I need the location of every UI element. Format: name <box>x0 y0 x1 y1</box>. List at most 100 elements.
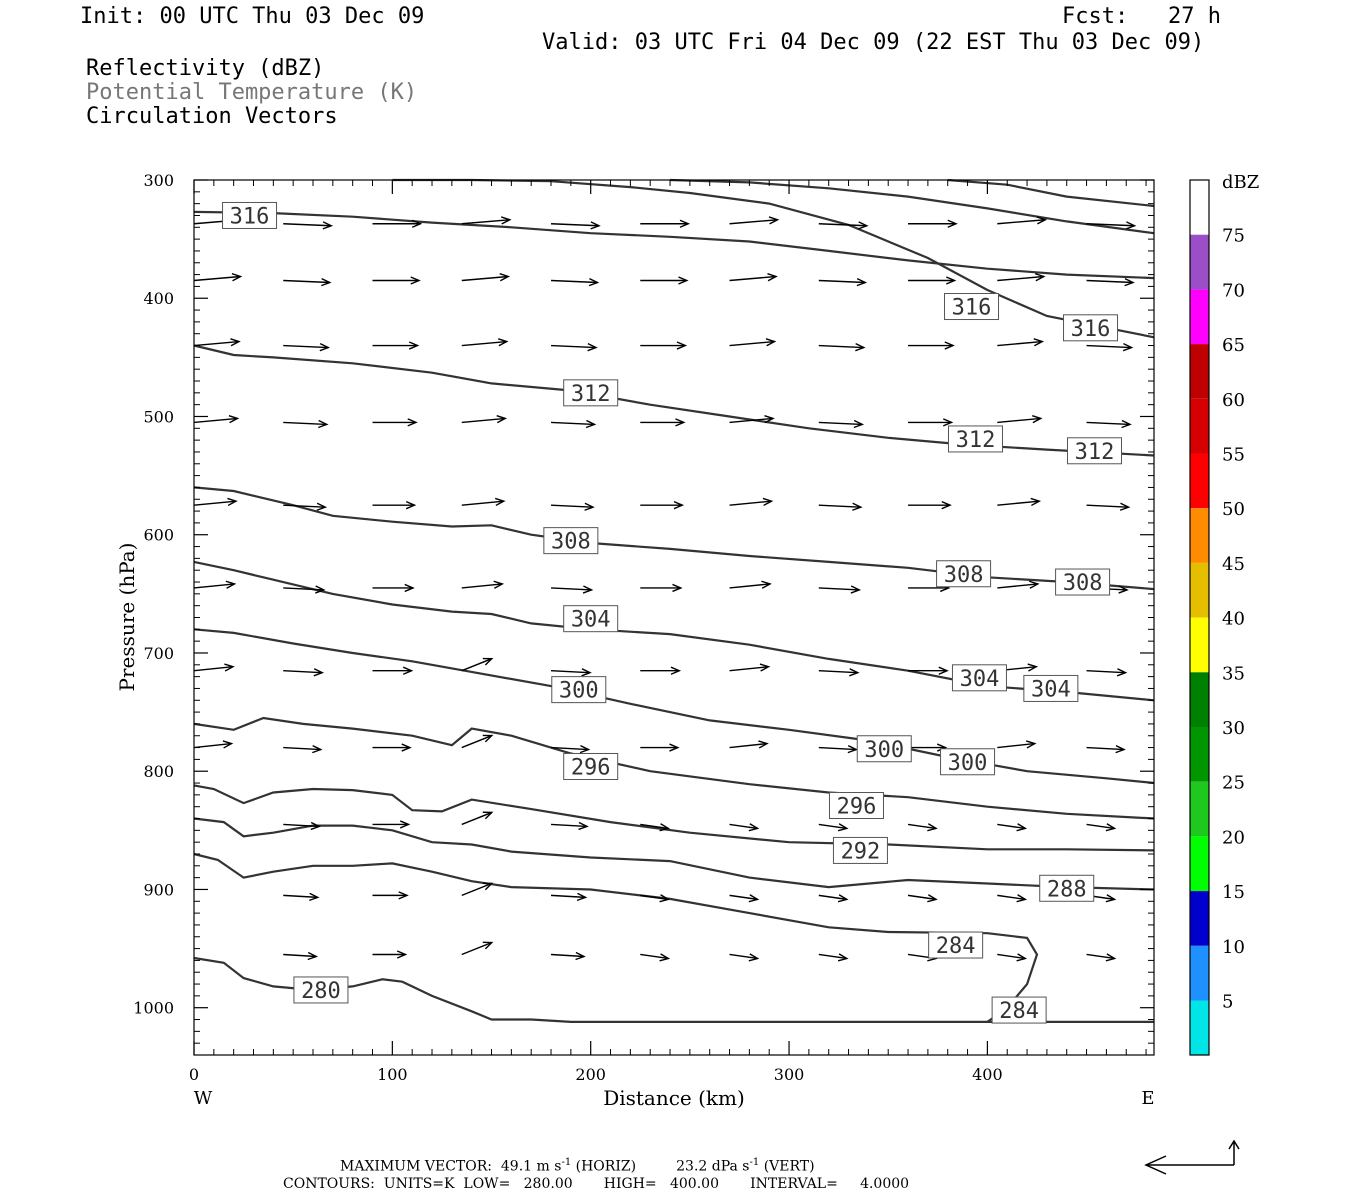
circulation-vector-arrow <box>372 219 423 228</box>
x-axis: 0 100 200 300 400 <box>189 180 1147 1084</box>
circulation-vector-arrow <box>997 216 1048 225</box>
horiz-value: 49.1 m s <box>500 1158 562 1175</box>
circulation-vector-arrow <box>818 502 863 511</box>
circulation-vector-arrow <box>640 341 688 350</box>
circulation-vector-arrow <box>640 823 671 832</box>
circulation-vector-arrow <box>640 666 682 675</box>
colorbar-segment <box>1190 180 1209 235</box>
contour-label: 284 <box>928 931 984 959</box>
circulation-vector-arrow <box>550 343 598 352</box>
circulation-vector-arrow <box>461 216 512 225</box>
circulation-vector-arrow <box>372 501 417 510</box>
circulation-vector-arrow <box>1086 668 1128 677</box>
circulation-vector-arrow <box>818 953 849 962</box>
vert-value: 23.2 dPa s <box>676 1158 750 1175</box>
contour-label: 304 <box>563 605 619 633</box>
theta-contour-line <box>193 628 1155 785</box>
y-tick-label: 800 <box>143 762 174 781</box>
contour-label: 300 <box>551 676 607 704</box>
x-tick-label: 300 <box>774 1065 805 1084</box>
colorbar-segment <box>1190 1000 1209 1056</box>
circulation-vector-arrow <box>461 497 506 507</box>
contour-label: 284 <box>991 996 1047 1024</box>
contour-label-text: 312 <box>956 428 996 453</box>
circulation-vector-arrow <box>997 273 1046 282</box>
circulation-vector-arrow <box>729 415 775 424</box>
circulation-vector-arrow <box>729 497 774 507</box>
theta-contour-line <box>193 784 1155 852</box>
circulation-vector-arrow <box>640 418 686 427</box>
circulation-vector-arrow <box>640 953 671 962</box>
circulation-vector-arrow <box>1086 823 1117 832</box>
contour-label: 300 <box>856 735 912 763</box>
circulation-vector-arrow <box>550 278 600 287</box>
circulation-vector-arrow <box>997 953 1028 962</box>
max-vector-label: MAXIMUM VECTOR: <box>340 1158 492 1175</box>
colorbar-segment <box>1190 508 1209 563</box>
circulation-vector-arrow <box>640 583 683 593</box>
colorbar-level-label: 50 <box>1222 499 1245 520</box>
contour-label-text: 316 <box>230 204 270 229</box>
colorbar-segment <box>1190 289 1209 345</box>
colorbar-level-label: 25 <box>1222 773 1245 794</box>
colorbar-level-label: 35 <box>1222 663 1245 684</box>
circulation-vector-arrow <box>550 744 591 754</box>
colorbar-segment <box>1190 234 1209 290</box>
circulation-vector-arrow <box>818 668 860 677</box>
circulation-vector-arrow <box>640 894 671 903</box>
contour-label-text: 280 <box>301 979 341 1004</box>
colorbar-level-label: 10 <box>1222 937 1245 958</box>
circulation-vector-arrow <box>372 666 414 675</box>
contour-label: 312 <box>1066 437 1122 465</box>
theta-contour-line <box>392 178 1155 339</box>
circulation-vector-arrow <box>818 894 849 903</box>
circulation-vector-arrow <box>193 663 235 672</box>
colorbar-segment <box>1190 945 1209 1001</box>
contour-label-text: 304 <box>1031 677 1071 702</box>
theta-contour-line <box>193 817 1155 891</box>
circulation-vector-arrow <box>550 892 588 902</box>
contour-label-text: 284 <box>999 999 1039 1024</box>
x-tick-label: 100 <box>377 1065 408 1084</box>
colorbar-level-label: 20 <box>1222 827 1245 848</box>
circulation-vector-arrow <box>1086 278 1135 287</box>
contour-label-text: 296 <box>571 755 611 780</box>
contour-label: 292 <box>832 836 888 864</box>
circulation-vector-arrow <box>729 894 760 903</box>
y-axis-title: Pressure (hPa) <box>115 543 139 692</box>
colorbar-level-label: 75 <box>1222 226 1245 247</box>
field-label-potential-temperature: Potential Temperature (K) <box>86 80 418 105</box>
y-tick-label: 500 <box>143 407 174 426</box>
circulation-vector-arrow <box>372 341 420 350</box>
circulation-vector-arrow <box>372 891 409 900</box>
circulation-vector-arrow <box>908 743 948 752</box>
colorbar-level-label: 40 <box>1222 609 1245 630</box>
contour-label-text: 312 <box>1075 440 1115 465</box>
theta-contour-line <box>193 560 1155 702</box>
theta-contour-line <box>193 344 1155 457</box>
circulation-vector-arrow <box>729 823 760 832</box>
circulation-vector-arrow <box>908 418 954 427</box>
circulation-vector-arrow <box>1086 343 1134 352</box>
contour-label-text: 300 <box>864 738 904 763</box>
circulation-vector-arrow <box>550 419 597 429</box>
field-label-reflectivity: Reflectivity (dBZ) <box>86 56 325 81</box>
contour-label: 280 <box>293 976 349 1004</box>
contour-label: 316 <box>1063 314 1119 342</box>
theta-contour-line <box>193 716 1155 820</box>
circulation-vector-arrow <box>372 743 412 752</box>
theta-contour-line <box>193 210 1155 280</box>
contour-label-text: 284 <box>936 934 976 959</box>
contour-label-text: 304 <box>571 608 611 633</box>
contour-label-text: 288 <box>1047 877 1087 902</box>
circulation-vector-arrow <box>729 953 760 962</box>
circulation-vector-arrow <box>997 415 1043 424</box>
circulation-vector-arrow <box>997 823 1028 832</box>
circulation-vector-arrow <box>461 734 494 749</box>
colorbar-level-label: 55 <box>1222 445 1245 466</box>
valid-time: Valid: 03 UTC Fri 04 Dec 09 (22 EST Thu … <box>542 30 1205 55</box>
contour-label-text: 292 <box>841 839 881 864</box>
colorbar-level-label: 60 <box>1222 390 1245 411</box>
circulation-vector-arrow <box>729 663 771 672</box>
y-tick-label: 900 <box>143 880 174 899</box>
